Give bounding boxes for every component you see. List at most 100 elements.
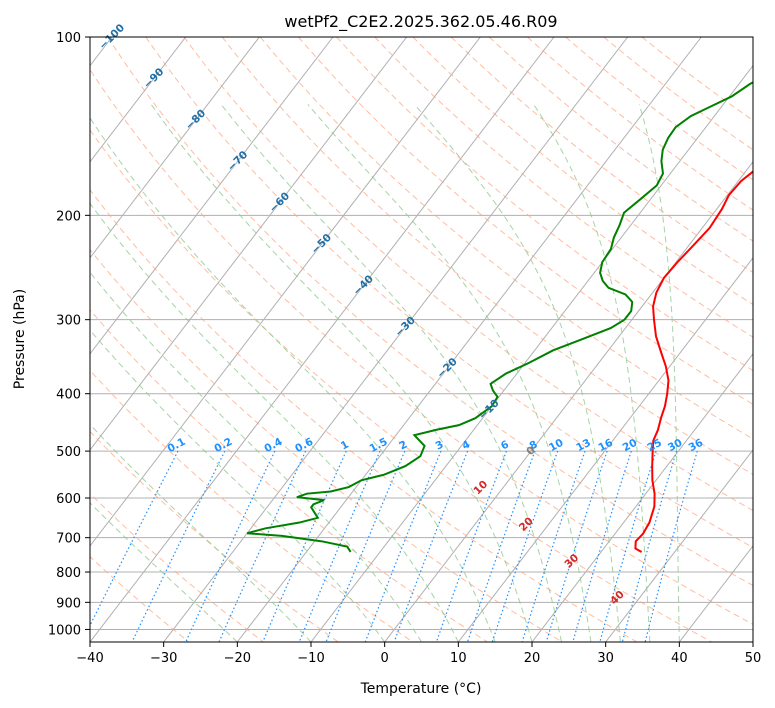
plot-background-lines — [90, 37, 753, 642]
mixing-ratio-line — [466, 450, 536, 642]
y-tick-label: 400 — [56, 388, 81, 403]
isotherm-line — [678, 545, 753, 642]
dry-adiabat-line — [259, 37, 753, 440]
adiabat-labels: 0.1 0.2 0.4 0.6 1 1.5 2 3 4 6 8 10 13 16 20 25 30 36−100−… — [97, 22, 705, 607]
dry-adiabat-line — [183, 37, 753, 512]
dry-adiabat-line — [527, 37, 753, 211]
y-tick-label: 900 — [56, 596, 81, 611]
mixing-ratio-line — [435, 450, 507, 642]
isotherm-line — [90, 37, 187, 163]
x-tick-label: 50 — [745, 651, 762, 666]
isotherm-line — [752, 641, 753, 642]
dry-adiabat-label: 20 — [517, 515, 536, 534]
moist-adiabat-line — [533, 104, 651, 642]
temperature-profile-line — [634, 170, 753, 553]
mixing-ratio-line — [644, 450, 698, 642]
dry-adiabat-line — [374, 37, 753, 338]
x-tick-label: 40 — [671, 651, 688, 666]
mixing-ratio-label: 1.5 — [368, 436, 390, 455]
y-axis-label: Pressure (hPa) — [12, 289, 28, 389]
y-tick-label: 300 — [56, 314, 81, 329]
plot-frame — [89, 36, 754, 643]
mixing-ratio-label: 3 — [434, 438, 446, 452]
moist-adiabat-line — [90, 117, 496, 642]
mixing-ratio-label: 1 — [339, 438, 351, 452]
chart-title: wetPf2_C2E2.2025.362.05.46.R09 — [284, 12, 557, 32]
isotherm-line — [531, 353, 753, 642]
y-tick-label: 100 — [56, 31, 81, 46]
isotherm-line — [90, 37, 408, 451]
dry-adiabat-label: 40 — [608, 588, 627, 607]
mixing-ratio-line — [491, 450, 559, 642]
dewpoint-profile-line — [246, 81, 753, 553]
dry-adiabat-line — [298, 37, 753, 405]
y-tick-label: 1000 — [48, 623, 81, 638]
mixing-ratio-label: 0.6 — [293, 436, 315, 455]
dry-adiabat-line — [107, 37, 753, 586]
mixing-ratio-line — [298, 450, 381, 642]
dry-adiabat-label: −40 — [351, 273, 376, 298]
moist-adiabat-line — [90, 202, 459, 642]
dry-adiabat-label: 10 — [471, 478, 490, 497]
y-tick-label: 500 — [56, 445, 81, 460]
x-tick-label: −30 — [150, 651, 177, 666]
mixing-ratio-line — [393, 450, 469, 642]
mixing-ratio-label: 4 — [460, 438, 472, 452]
isotherm-line — [384, 160, 753, 642]
dry-adiabat-label: −70 — [225, 149, 250, 174]
axes: −40 −30 −20 −10 0 10 20 30 40 50 100 200 300 400 500 60… — [48, 31, 761, 666]
mixing-ratio-line — [325, 450, 406, 642]
dry-adiabat-label: −30 — [393, 314, 418, 339]
isotherm-line — [605, 449, 753, 642]
dry-adiabat-line — [90, 309, 488, 642]
dry-adiabat-label: −80 — [183, 107, 208, 132]
dry-adiabat-line — [641, 37, 753, 121]
x-axis-label: Temperature (°C) — [360, 681, 482, 697]
dry-adiabat-line — [90, 492, 264, 642]
isotherm-line — [90, 37, 260, 259]
mixing-ratio-label: 0.4 — [262, 436, 284, 455]
x-tick-label: 0 — [381, 651, 389, 666]
x-tick-label: −20 — [224, 651, 251, 666]
dry-adiabat-line — [145, 37, 753, 549]
isotherm-line — [90, 37, 334, 355]
mixing-ratio-line — [545, 450, 608, 642]
isotherm-line — [90, 37, 481, 547]
mixing-ratio-line — [621, 450, 678, 642]
x-tick-label: 10 — [450, 651, 467, 666]
mixing-ratio-label: 0.1 — [166, 436, 188, 455]
dry-adiabat-line — [221, 37, 753, 475]
dry-adiabat-line — [90, 129, 712, 642]
moist-adiabat-line — [150, 104, 533, 642]
isotherm-line — [163, 37, 629, 642]
y-tick-label: 800 — [56, 566, 81, 581]
dry-adiabat-line — [90, 430, 339, 642]
y-tick-label: 700 — [56, 532, 81, 547]
mixing-ratio-line — [131, 450, 226, 642]
dry-adiabat-line — [488, 37, 753, 242]
moist-adiabat-line — [414, 104, 621, 642]
dry-adiabat-line — [450, 37, 753, 274]
x-tick-label: −10 — [297, 651, 324, 666]
x-tick-label: −40 — [76, 651, 103, 666]
isotherm-line — [236, 37, 702, 642]
dry-adiabat-label: −20 — [435, 356, 460, 381]
isotherm-line — [90, 37, 555, 642]
dry-adiabat-line — [90, 189, 638, 642]
plot-profiles — [246, 81, 753, 553]
moist-adiabat-line — [638, 104, 680, 642]
mixing-ratio-line — [521, 450, 586, 642]
moist-adiabat-line — [90, 329, 386, 642]
dry-adiabat-label: −10 — [477, 397, 502, 422]
mixing-ratio-label: 2 — [397, 438, 409, 452]
y-tick-label: 600 — [56, 492, 81, 507]
moist-adiabat-line — [90, 502, 238, 642]
dry-adiabat-line — [336, 37, 753, 371]
dry-adiabat-label: −50 — [309, 232, 334, 257]
mixing-ratio-line — [262, 450, 347, 642]
x-tick-label: 20 — [524, 651, 541, 666]
moist-adiabat-line — [90, 423, 312, 642]
dry-adiabat-line — [565, 37, 753, 181]
dry-adiabat-line — [412, 37, 753, 306]
